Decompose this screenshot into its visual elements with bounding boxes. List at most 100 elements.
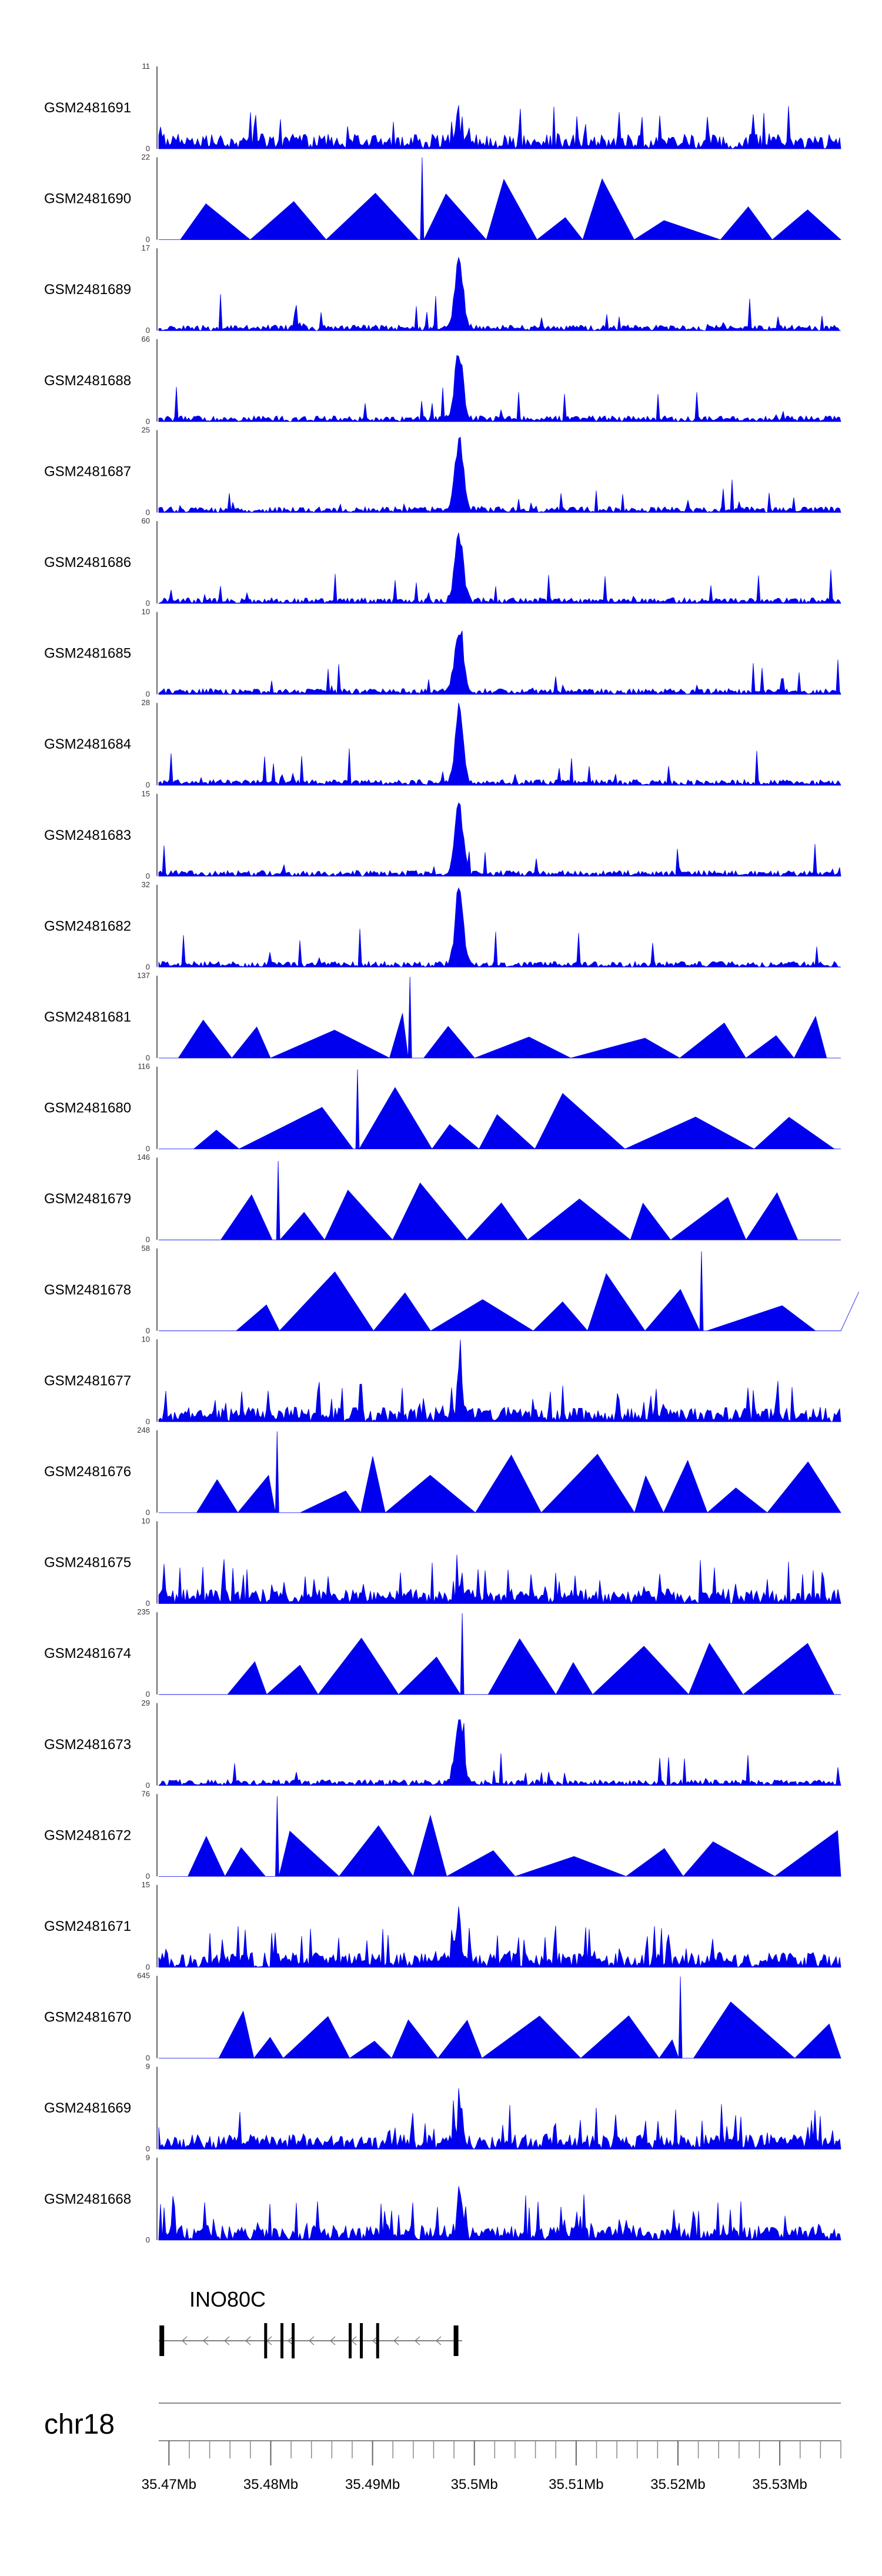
exon (348, 2323, 352, 2358)
coverage-area (159, 976, 841, 1059)
strand-arrow (309, 2336, 315, 2345)
track-label: GSM2481690 (44, 191, 131, 207)
coverage-area (158, 1554, 841, 1604)
coverage-area (158, 2186, 841, 2241)
y-tick-max: 22 (142, 153, 150, 162)
exon (376, 2323, 379, 2358)
strand-arrow (415, 2336, 420, 2345)
track-label: GSM2481686 (44, 555, 131, 570)
y-tick-max: 10 (142, 1334, 150, 1343)
coverage-area (159, 1160, 841, 1241)
y-tick-zero: 0 (146, 1144, 150, 1153)
axis-position-label: 35.51Mb (549, 2477, 603, 2492)
strand-arrow (288, 2336, 293, 2345)
track-GSM2481673: GSM2481673 29 0 (44, 1699, 841, 1790)
coverage-area (158, 802, 841, 877)
track-GSM2481669: GSM2481669 9 0 (44, 2062, 841, 2153)
track-GSM2481683: GSM2481683 15 0 (44, 789, 841, 880)
y-tick-max: 248 (137, 1426, 150, 1434)
track-label: GSM2481679 (44, 1191, 131, 1207)
y-tick-zero: 0 (146, 962, 150, 971)
track-GSM2481687: GSM2481687 25 0 (44, 425, 841, 516)
coverage-area (159, 1069, 841, 1150)
y-tick-max: 15 (142, 1880, 150, 1889)
track-label: GSM2481681 (44, 1009, 131, 1025)
exon (159, 2325, 165, 2356)
y-tick-max: 15 (142, 789, 150, 798)
track-GSM2481674: GSM2481674 235 0 (44, 1607, 841, 1699)
track-label: GSM2481669 (44, 2100, 131, 2116)
strand-arrow (224, 2336, 230, 2345)
track-GSM2481678: GSM2481678 58 0 (44, 1244, 859, 1335)
y-tick-max: 29 (142, 1699, 150, 1707)
axis-position-label: 35.47Mb (142, 2477, 196, 2492)
track-GSM2481690: GSM2481690 22 0 (44, 153, 842, 244)
track-GSM2481688: GSM2481688 66 0 (44, 335, 841, 426)
track-label: GSM2481691 (44, 100, 131, 116)
y-tick-max: 235 (137, 1607, 150, 1616)
coverage-area (158, 256, 841, 332)
y-tick-zero: 0 (146, 1963, 150, 1971)
coverage-area (158, 630, 841, 695)
y-tick-max: 10 (142, 1517, 150, 1526)
coverage-tracks: GSM2481691110GSM2481690220GSM2481689170G… (44, 62, 859, 2244)
y-tick-max: 11 (142, 62, 151, 71)
coverage-area (159, 1976, 841, 2059)
coverage-area (159, 157, 842, 241)
y-tick-zero: 0 (146, 1235, 150, 1244)
strand-arrow (330, 2336, 336, 2345)
track-GSM2481668: GSM2481668 9 0 (44, 2153, 841, 2244)
y-tick-max: 146 (137, 1153, 150, 1162)
strand-arrow (182, 2336, 188, 2345)
strand-arrow (203, 2336, 209, 2345)
coverage-area (159, 1251, 859, 1332)
track-label: GSM2481674 (44, 1646, 131, 1661)
coverage-area (159, 1613, 841, 1696)
exon (264, 2323, 268, 2358)
y-tick-max: 58 (142, 1244, 150, 1253)
track-GSM2481684: GSM2481684 28 0 (44, 698, 841, 789)
track-GSM2481670: GSM2481670 645 0 (44, 1971, 841, 2063)
track-label: GSM2481671 (44, 1918, 131, 1934)
track-GSM2481686: GSM2481686 60 0 (44, 516, 841, 608)
track-label: GSM2481689 (44, 282, 131, 298)
track-label: GSM2481678 (44, 1282, 131, 1298)
y-tick-zero: 0 (146, 2054, 150, 2063)
y-tick-max: 137 (137, 971, 150, 980)
track-GSM2481691: GSM2481691 11 0 (44, 62, 841, 153)
y-tick-zero: 0 (146, 690, 150, 699)
coverage-area (158, 1906, 841, 1968)
y-tick-max: 76 (142, 1789, 150, 1798)
track-label: GSM2481683 (44, 827, 131, 843)
coverage-area (159, 1431, 841, 1513)
y-tick-max: 60 (142, 516, 150, 525)
y-tick-max: 25 (142, 425, 150, 434)
coverage-area (158, 887, 841, 968)
track-label: GSM2481682 (44, 918, 131, 934)
track-label: GSM2481675 (44, 1555, 131, 1571)
strand-arrow (245, 2336, 251, 2345)
strand-arrow (372, 2336, 378, 2345)
coverage-area (158, 703, 841, 786)
axis-position-label: 35.49Mb (345, 2477, 400, 2492)
track-label: GSM2481670 (44, 2010, 131, 2026)
exon (360, 2323, 363, 2358)
track-label: GSM2481688 (44, 373, 131, 389)
coverage-area (159, 1796, 841, 1877)
coverage-area (158, 355, 841, 422)
y-tick-zero: 0 (146, 326, 150, 335)
track-GSM2481680: GSM2481680 116 0 (44, 1062, 841, 1153)
y-tick-zero: 0 (146, 1508, 150, 1517)
chromosome-label: chr18 (44, 2409, 115, 2440)
y-tick-zero: 0 (146, 1053, 150, 1062)
y-tick-zero: 0 (146, 144, 150, 153)
y-tick-max: 10 (142, 608, 150, 616)
exon (453, 2325, 459, 2356)
axis-position-label: 35.53Mb (752, 2477, 807, 2492)
track-GSM2481671: GSM2481671 15 0 (44, 1880, 841, 1971)
y-tick-max: 645 (137, 1971, 150, 1980)
y-tick-max: 116 (138, 1062, 150, 1071)
coverage-area (158, 2088, 841, 2150)
y-tick-zero: 0 (146, 780, 150, 789)
